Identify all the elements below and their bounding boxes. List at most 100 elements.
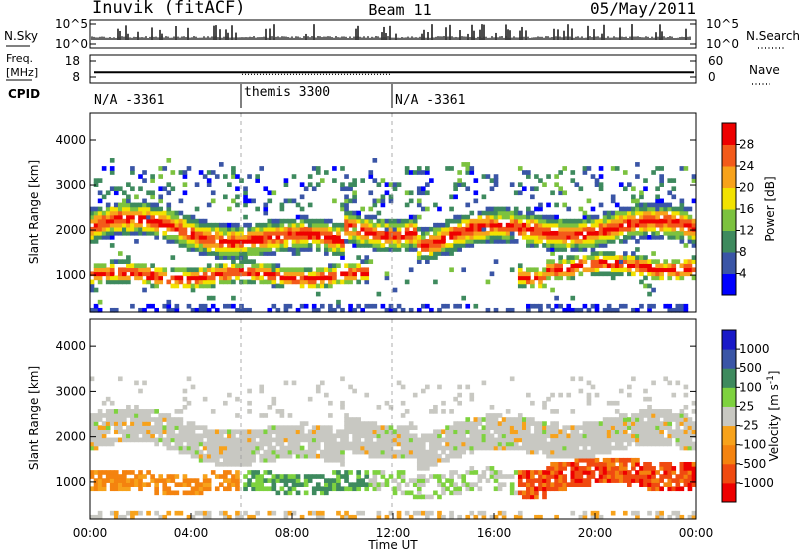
velocity-cell bbox=[368, 453, 374, 459]
velocity-cell bbox=[586, 421, 592, 426]
velocity-cell bbox=[384, 482, 390, 488]
power-cell bbox=[517, 283, 523, 289]
velocity-cell bbox=[639, 478, 644, 483]
velocity-cell bbox=[303, 453, 309, 459]
velocity-cell bbox=[453, 490, 458, 496]
velocity-cell bbox=[130, 514, 135, 520]
power-cell bbox=[154, 283, 159, 289]
velocity-cell bbox=[659, 461, 664, 467]
power-cell bbox=[182, 239, 188, 244]
velocity-cell bbox=[429, 437, 434, 443]
velocity-cell bbox=[509, 490, 515, 496]
power-cell bbox=[340, 243, 345, 248]
power-cell bbox=[396, 182, 402, 187]
power-cell bbox=[655, 194, 660, 200]
power-cell bbox=[469, 170, 475, 175]
power-cell bbox=[562, 259, 568, 264]
power-cell bbox=[97, 218, 103, 224]
power-cell bbox=[606, 307, 612, 313]
power-cell bbox=[109, 166, 115, 171]
velocity-cell bbox=[384, 514, 390, 520]
velocity-cell bbox=[400, 478, 406, 483]
power-cell bbox=[122, 190, 127, 196]
velocity-cell bbox=[198, 441, 204, 447]
velocity-cell bbox=[206, 445, 212, 451]
power-cell bbox=[429, 178, 434, 183]
power-cell bbox=[566, 235, 572, 240]
velocity-cell bbox=[416, 453, 422, 459]
power-cell bbox=[453, 182, 458, 187]
velocity-cell bbox=[206, 429, 212, 435]
power-cell bbox=[437, 239, 442, 244]
velocity-cell bbox=[429, 457, 434, 463]
power-cell bbox=[643, 255, 648, 260]
velocity-cell bbox=[497, 510, 503, 516]
power-cell bbox=[526, 267, 531, 273]
colorbar-tick-label: 16 bbox=[739, 202, 754, 216]
velocity-cell bbox=[356, 425, 361, 430]
power-cell bbox=[166, 307, 172, 313]
velocity-cell bbox=[138, 409, 143, 414]
x-tick-label: 00:00 bbox=[73, 526, 108, 540]
power-cell bbox=[582, 235, 588, 240]
velocity-cell bbox=[457, 453, 462, 459]
power-cell bbox=[380, 198, 386, 204]
velocity-cell bbox=[202, 510, 208, 516]
power-cell bbox=[376, 198, 382, 204]
power-cell bbox=[218, 279, 224, 285]
power-cell bbox=[255, 239, 260, 244]
power-cell bbox=[647, 283, 652, 289]
power-cell bbox=[319, 275, 325, 281]
power-cell bbox=[291, 239, 297, 244]
power-cell bbox=[546, 275, 551, 281]
velocity-cell bbox=[126, 425, 131, 430]
power-cell bbox=[89, 271, 95, 277]
power-cell bbox=[622, 303, 628, 309]
power-cell bbox=[130, 170, 135, 175]
power-cell bbox=[227, 303, 232, 309]
power-cell bbox=[291, 247, 297, 252]
velocity-cell bbox=[202, 457, 208, 463]
power-cell bbox=[324, 251, 329, 256]
power-cell bbox=[105, 267, 111, 273]
velocity-cell bbox=[453, 482, 458, 488]
velocity-cell bbox=[429, 494, 434, 500]
velocity-cell bbox=[643, 429, 648, 435]
velocity-cell bbox=[639, 470, 644, 475]
power-cell bbox=[441, 235, 446, 240]
power-cell bbox=[206, 182, 212, 187]
power-cell bbox=[489, 235, 495, 240]
power-cell bbox=[493, 178, 499, 183]
power-cell bbox=[558, 239, 563, 244]
velocity-cell bbox=[404, 429, 410, 435]
velocity-cell bbox=[671, 429, 677, 435]
power-cell bbox=[239, 267, 244, 273]
velocity-cell bbox=[586, 461, 592, 467]
velocity-cell bbox=[627, 470, 632, 475]
power-cell bbox=[420, 235, 426, 240]
nsearch-tick-top: 10^5 bbox=[706, 17, 739, 31]
velocity-cell bbox=[667, 441, 673, 447]
power-cell bbox=[332, 275, 337, 281]
power-cell bbox=[453, 230, 458, 236]
power-cell bbox=[635, 263, 640, 269]
velocity-cell bbox=[134, 421, 139, 426]
velocity-cell bbox=[416, 437, 422, 443]
velocity-cell bbox=[263, 449, 269, 455]
velocity-cell bbox=[182, 396, 188, 402]
power-cell bbox=[614, 230, 620, 236]
power-cell bbox=[182, 226, 188, 232]
velocity-cell bbox=[291, 429, 297, 435]
velocity-cell bbox=[651, 421, 656, 426]
power-cell bbox=[109, 222, 115, 228]
power-cell bbox=[671, 186, 677, 192]
velocity-cell bbox=[324, 457, 329, 463]
velocity-cell bbox=[283, 474, 289, 479]
power-cell bbox=[655, 206, 660, 212]
velocity-cell bbox=[433, 441, 438, 447]
power-cell bbox=[412, 235, 418, 240]
velocity-cell bbox=[117, 413, 123, 418]
power-cell bbox=[416, 307, 422, 313]
power-cell bbox=[663, 303, 669, 309]
velocity-cell bbox=[291, 425, 297, 430]
